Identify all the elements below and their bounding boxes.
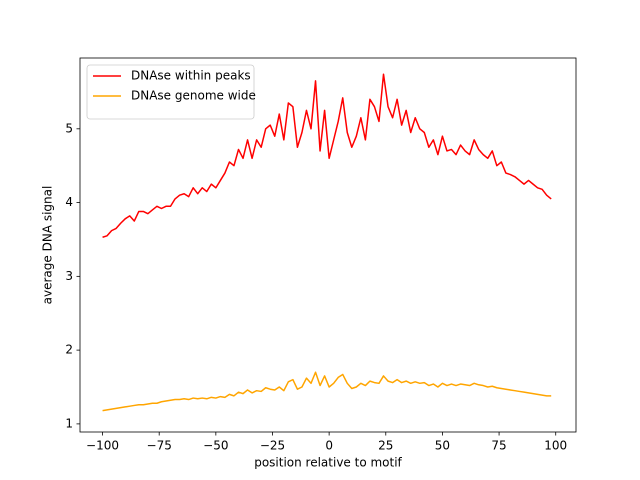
x-tick-label: −25 [260, 439, 285, 453]
data-line [102, 371, 552, 412]
x-tick-label: 100 [544, 439, 567, 453]
y-tick-label: 4 [65, 195, 73, 209]
plot-frame [79, 57, 577, 433]
x-tick-label: 75 [491, 439, 506, 453]
y-tick-label: 3 [65, 269, 73, 283]
x-tick-label: 0 [325, 439, 333, 453]
y-tick-label: 2 [65, 343, 73, 357]
y-tick-label: 5 [65, 121, 73, 135]
data-line [102, 73, 552, 238]
legend-label: DNAse within peaks [131, 69, 251, 83]
legend-box [86, 64, 255, 120]
x-tick-label: −75 [147, 439, 172, 453]
x-tick-label: −100 [86, 439, 119, 453]
x-axis-label: position relative to motif [254, 456, 402, 470]
x-tick-label: 50 [435, 439, 450, 453]
x-tick-label: −50 [203, 439, 228, 453]
y-tick-label: 1 [65, 416, 73, 430]
legend-label: DNAse genome wide [131, 89, 256, 103]
x-tick-label: 25 [378, 439, 393, 453]
y-axis-label: average DNA signal [41, 186, 55, 305]
